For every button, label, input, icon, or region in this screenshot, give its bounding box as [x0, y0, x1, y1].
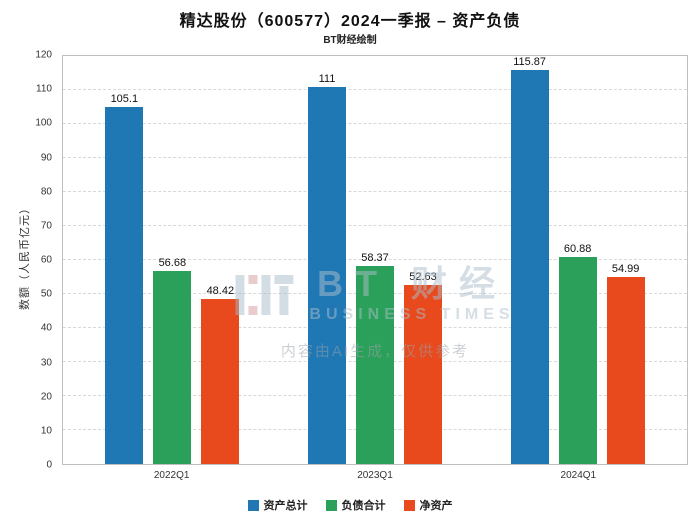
y-axis-tick-label: 10 [40, 425, 52, 437]
chart-title: 精达股份（600577）2024一季报 – 资产负债 [179, 13, 521, 30]
bar-负债合计-2022Q1[interactable] [153, 271, 192, 464]
legend-item-equity[interactable]: 净资产 [403, 497, 453, 513]
y-axis-tick-label: 110 [36, 83, 52, 95]
plot-area: 105.1 56.68 48.42 111 58.37 52.63 115.87 60.88 5… [62, 55, 688, 465]
gridline [63, 225, 687, 226]
gridline [63, 89, 687, 90]
x-axis-tick-label-2022Q1: 2022Q1 [153, 470, 190, 481]
bar-value-label: 48.42 [206, 285, 235, 298]
bar-value-label: 54.99 [611, 263, 640, 276]
y-axis-tick-label: 40 [40, 322, 52, 334]
bar-group-2022Q1: 105.1 56.68 48.42 [105, 56, 240, 464]
x-axis-tick-label-2023Q1: 2023Q1 [357, 470, 393, 481]
bar-资产总计-2023Q1[interactable] [307, 86, 346, 464]
legend-label-liabilities: 负债合计 [341, 500, 386, 512]
y-axis-tick-label: 80 [40, 186, 52, 198]
bar-slot: 58.37 [355, 56, 394, 464]
y-axis-tick-label: 70 [40, 220, 52, 232]
x-axis-tick-labels: 2022Q1 2023Q1 2024Q1 [62, 470, 688, 481]
bar-value-label: 56.68 [158, 257, 187, 270]
y-axis-tick-label: 50 [40, 288, 52, 300]
legend-swatch-equity [403, 499, 415, 511]
bar-资产总计-2022Q1[interactable] [105, 106, 144, 464]
gridline [63, 259, 687, 260]
bar-净资产-2024Q1[interactable] [606, 277, 645, 464]
y-axis-tick-label: 90 [40, 152, 52, 163]
y-axis-tick-label: 20 [40, 391, 52, 403]
gridline [63, 157, 687, 158]
legend-label-assets: 资产总计 [263, 500, 308, 512]
bar-净资产-2023Q1[interactable] [403, 285, 442, 464]
bar-value-label: 58.37 [361, 251, 389, 264]
chart-subtitle: BT财经绘制 [323, 35, 377, 46]
legend-item-assets[interactable]: 资产总计 [247, 497, 308, 513]
bar-slot: 105.1 [105, 56, 144, 464]
legend-item-liabilities[interactable]: 负债合计 [325, 497, 386, 513]
y-axis-tick-label: 120 [35, 49, 52, 61]
bar-slot: 115.87 [510, 56, 549, 464]
legend-swatch-liabilities [325, 499, 337, 511]
bar-slot: 54.99 [606, 56, 645, 464]
y-axis-tick-label: 0 [46, 459, 52, 471]
bar-value-label: 111 [318, 72, 336, 85]
legend: 资产总计 负债合计 净资产 [0, 497, 700, 513]
bar-负债合计-2024Q1[interactable] [558, 257, 597, 464]
legend-swatch-assets [247, 499, 259, 511]
bar-value-label: 115.87 [513, 56, 547, 69]
gridline [63, 123, 687, 124]
bar-group-2023Q1: 111 58.37 52.63 [307, 56, 442, 464]
bar-slot: 52.63 [403, 56, 442, 464]
bar-负债合计-2023Q1[interactable] [355, 265, 394, 464]
bar-value-label: 52.63 [409, 271, 437, 284]
x-axis-tick-label-2024Q1: 2024Q1 [560, 470, 597, 481]
bar-group-2024Q1: 115.87 60.88 54.99 [510, 56, 645, 464]
bar-资产总计-2024Q1[interactable] [510, 70, 549, 464]
bar-slot: 56.68 [153, 56, 192, 464]
bar-净资产-2022Q1[interactable] [201, 299, 240, 464]
bar-groups: 105.1 56.68 48.42 111 58.37 52.63 115.87 60.88 5… [63, 56, 687, 464]
bar-slot: 60.88 [558, 56, 597, 464]
y-axis-tick-labels: 0 10 20 30 40 50 60 70 80 90 100 110 120 [0, 50, 58, 471]
bar-value-label: 105.1 [110, 92, 139, 105]
y-axis-tick-label: 30 [40, 357, 52, 368]
bar-value-label: 60.88 [563, 243, 592, 256]
gridline [63, 191, 687, 193]
bar-slot: 48.42 [201, 56, 240, 464]
y-axis-tick-label: 100 [35, 117, 52, 129]
bar-slot: 111 [307, 56, 346, 464]
y-axis-tick-label: 60 [40, 254, 52, 266]
legend-label-equity: 净资产 [419, 500, 453, 512]
